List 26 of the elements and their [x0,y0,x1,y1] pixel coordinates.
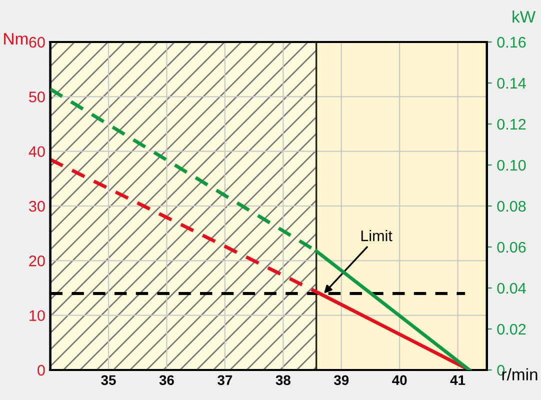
x-axis-title: r/min [502,368,538,380]
x-tick-label: 39 [334,375,349,386]
y2-axis-title: kW [512,10,536,23]
y-tick-label: 20 [29,256,45,266]
x-tick-label: 41 [450,375,466,385]
y2-tick-label: 0.08 [497,200,526,212]
x-tick-label: 37 [218,375,232,386]
y-axis-title: Nm [4,33,28,45]
y2-tick-label: 0.14 [497,78,526,89]
x-tick-label: 38 [276,375,290,386]
annotation: Limit [361,230,392,242]
y2-tick-label: 0.12 [497,118,526,130]
y-tick-label: 40 [28,146,45,158]
y2-tick-label: 0.16 [497,36,526,48]
y2-tick-label: 0.06 [497,242,526,253]
y-tick-label: 30 [29,200,45,212]
y-tick-label: 50 [29,92,45,102]
y-tick-label: 60 [29,36,45,48]
y2-tick-label: 0.10 [497,160,526,171]
y-tick-label: 0 [38,364,45,376]
y2-tick-label: 0.04 [497,282,526,294]
x-tick-label: 40 [392,375,407,386]
y-tick-label: 10 [30,310,45,322]
y2-tick-label: 0.02 [497,324,526,335]
x-tick-label: 36 [159,375,174,386]
x-tick-label: 35 [101,375,116,386]
